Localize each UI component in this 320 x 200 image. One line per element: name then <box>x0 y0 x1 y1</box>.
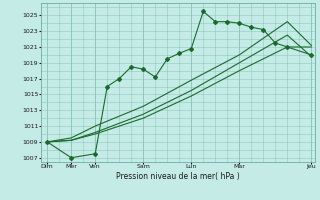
X-axis label: Pression niveau de la mer( hPa ): Pression niveau de la mer( hPa ) <box>116 172 240 181</box>
